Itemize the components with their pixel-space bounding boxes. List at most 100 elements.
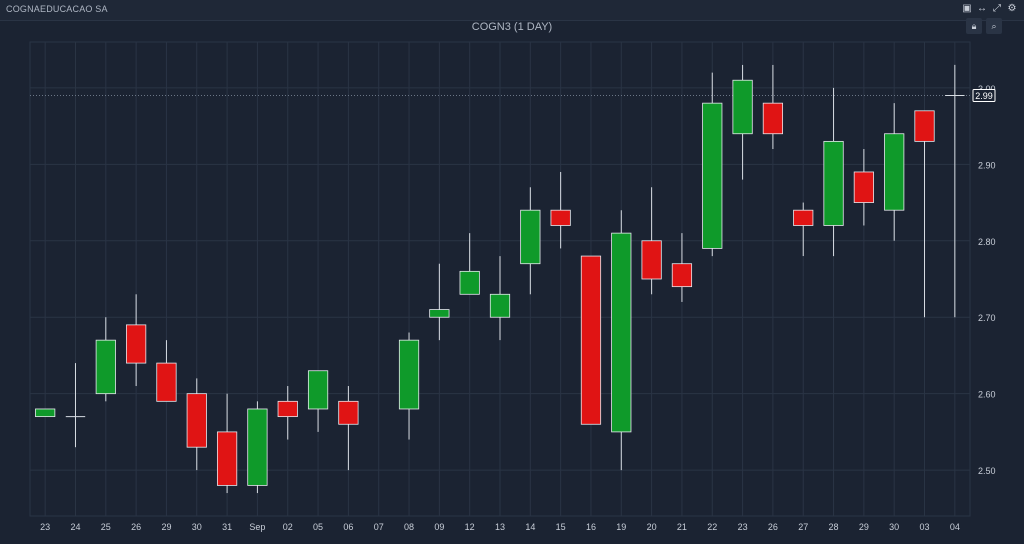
candle-body xyxy=(611,232,632,433)
x-tick-label: 06 xyxy=(343,522,353,532)
y-tick-label: 2.60 xyxy=(978,390,996,400)
window-controls: ▣ ↔ ⤢ ⚙ xyxy=(961,3,1018,15)
candle-body xyxy=(186,393,207,448)
candle xyxy=(398,332,420,440)
candle-body xyxy=(489,293,511,318)
chart-title: COGN3 (1 DAY) xyxy=(471,21,553,33)
expand-icon[interactable]: ⤢ xyxy=(993,3,1001,14)
candle-body xyxy=(550,209,571,226)
candle xyxy=(338,386,359,471)
candle xyxy=(914,110,935,318)
x-tick-label: 09 xyxy=(434,522,444,532)
x-tick-label: 30 xyxy=(192,522,202,532)
candle-body xyxy=(277,400,298,418)
x-tick-label: 31 xyxy=(222,522,232,532)
candle-body xyxy=(671,263,693,288)
candle-body xyxy=(459,270,480,295)
candle xyxy=(95,317,116,402)
candle xyxy=(580,255,602,425)
candle-body xyxy=(793,209,814,226)
x-tick-label: 24 xyxy=(70,522,80,532)
candle xyxy=(520,187,541,295)
candle xyxy=(702,72,723,257)
x-tick-label: 21 xyxy=(677,522,687,532)
candle xyxy=(671,233,693,302)
candle xyxy=(793,202,814,257)
candle-body xyxy=(702,102,723,249)
candle xyxy=(35,408,56,418)
candle-body xyxy=(307,370,329,410)
y-tick-label: 3.00 xyxy=(978,84,996,94)
x-tick-label: 12 xyxy=(465,522,475,532)
x-tick-label: 26 xyxy=(131,522,141,532)
last-price-box xyxy=(972,89,996,103)
y-tick-label: 2.70 xyxy=(978,313,996,323)
y-tick-label: 2.50 xyxy=(978,466,996,476)
candle xyxy=(489,256,511,341)
x-tick-label: 15 xyxy=(556,522,566,532)
y-tick-label: 2.80 xyxy=(978,237,996,247)
candle-body xyxy=(398,339,420,410)
candle-body xyxy=(520,209,541,265)
candle-body xyxy=(35,408,56,418)
x-tick-label: 14 xyxy=(525,522,535,532)
x-tick-label: 05 xyxy=(313,522,323,532)
candle xyxy=(307,370,329,432)
candle xyxy=(65,363,86,448)
candle-body xyxy=(338,400,359,425)
candle xyxy=(762,64,784,150)
candle-body xyxy=(732,79,753,135)
restore-icon[interactable]: ▣ xyxy=(962,3,972,14)
candle-body xyxy=(884,133,905,211)
candle-body xyxy=(853,171,874,203)
candle-body xyxy=(247,408,268,486)
candle xyxy=(216,393,238,494)
x-tick-label: 26 xyxy=(768,522,778,532)
candle xyxy=(853,149,874,226)
candle xyxy=(247,401,268,494)
candle xyxy=(945,64,965,318)
candle xyxy=(732,64,753,180)
x-tick-label: 22 xyxy=(707,522,717,532)
x-tick-label: 29 xyxy=(859,522,869,532)
candle xyxy=(186,378,207,471)
candle-body xyxy=(762,102,784,135)
x-tick-label: 25 xyxy=(101,522,111,532)
lock-icon[interactable]: 🔒︎ xyxy=(966,18,982,34)
candle-body xyxy=(580,255,602,425)
chart-tools: 🔒︎ ⌕ xyxy=(966,18,1002,34)
x-tick-label: 20 xyxy=(647,522,657,532)
candle xyxy=(277,386,298,440)
x-tick-label: Sep xyxy=(249,522,265,532)
candle xyxy=(126,294,147,387)
settings-icon[interactable]: ⚙ xyxy=(1007,3,1017,14)
candle xyxy=(550,171,571,249)
x-tick-label: 28 xyxy=(829,522,839,532)
x-tick-label: 23 xyxy=(40,522,50,532)
x-tick-label: 19 xyxy=(616,522,626,532)
x-tick-label: 23 xyxy=(738,522,748,532)
candle-body xyxy=(156,362,177,402)
window-titlebar: COGNAEDUCACAO SA ▣ ↔ ⤢ ⚙ xyxy=(0,0,1024,21)
company-name: COGNAEDUCACAO SA xyxy=(6,4,108,14)
x-tick-label: 13 xyxy=(495,522,505,532)
search-icon[interactable]: ⌕ xyxy=(986,18,1002,34)
candle-body xyxy=(641,240,662,280)
x-tick-label: 29 xyxy=(161,522,171,532)
x-tick-label: 04 xyxy=(950,522,960,532)
candle-body xyxy=(914,110,935,142)
x-tick-label: 30 xyxy=(889,522,899,532)
candle xyxy=(459,233,480,295)
candle xyxy=(611,210,632,471)
link-icon[interactable]: ↔ xyxy=(977,3,987,14)
candle-body xyxy=(126,324,147,364)
x-tick-label: 08 xyxy=(404,522,414,532)
y-tick-label: 2.90 xyxy=(978,160,996,170)
x-tick-label: 07 xyxy=(374,522,384,532)
last-price-label: 2.99 xyxy=(975,91,993,101)
candle-body xyxy=(823,140,844,226)
candle xyxy=(641,187,662,295)
candle xyxy=(156,340,177,402)
candle-body xyxy=(429,309,450,318)
